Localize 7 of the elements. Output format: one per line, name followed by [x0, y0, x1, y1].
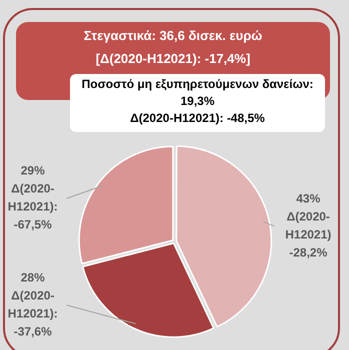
data-label: 43% Δ(2020-H12021) -28,2% [285, 191, 332, 260]
text: Ποσοστό μη εξυπηρετούμενων δανείων: 19,3% [80, 76, 314, 110]
data-label: 28% Δ(2020-H12021): -37,6% [8, 270, 58, 338]
data-label: 29% Δ(2020-H12021): -67,5% [8, 164, 58, 232]
chart-subtitle: [Δ(2020-H12021): -17,4%] [94, 51, 252, 66]
chart-title: Στεγαστικά: 36,6 δισεκ. ευρώ [82, 28, 264, 43]
text: Δ(2020-H12021): -48,5% [129, 110, 266, 127]
